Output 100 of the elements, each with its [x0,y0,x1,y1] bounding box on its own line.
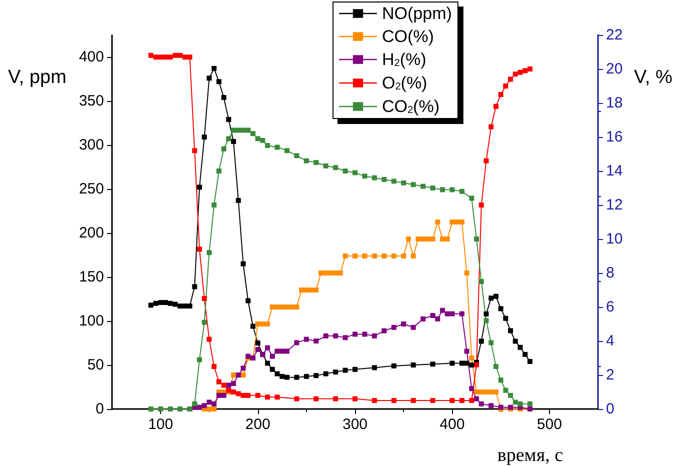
point [493,390,498,394]
y-tick-label: 200 [78,224,104,242]
point [202,403,207,408]
y-tick-label: 350 [78,92,104,110]
point [314,373,319,378]
point [202,320,207,325]
point [469,386,474,392]
point [221,392,226,398]
point [469,362,474,368]
point [246,298,251,304]
point [518,401,523,406]
point [522,68,528,74]
point [484,390,489,394]
y2-tick-label: 8 [606,264,614,282]
point [478,338,484,344]
point [172,302,178,307]
point [265,345,270,350]
point [440,187,445,192]
point [391,363,396,368]
point [202,296,207,301]
point [221,382,226,388]
point [153,54,158,60]
point [187,54,192,60]
point [314,396,319,402]
point [372,175,377,180]
point [187,304,192,309]
point [221,94,226,100]
point [231,138,236,144]
y2-tick-label: 16 [606,128,623,146]
point [410,324,416,330]
y2-axis-title: V, % [634,67,672,88]
point [168,54,173,60]
point [352,170,358,176]
point [450,311,455,316]
y2-tick-label: 20 [606,60,623,78]
y-tick-label: 0 [96,400,104,418]
point [372,365,377,370]
point [304,374,309,379]
y2-tick-label: 14 [606,162,623,180]
point [488,296,494,301]
point [493,104,498,109]
y2-tick-label: 4 [606,332,614,350]
point [314,338,319,344]
point [333,333,338,338]
point [314,288,319,292]
point [488,403,494,408]
point [478,401,484,406]
point [308,288,314,292]
point [372,254,377,258]
point [430,398,436,403]
x-tick-label: 400 [440,416,465,433]
point [212,202,217,208]
point [527,401,532,406]
point [425,236,430,242]
point [416,236,421,242]
point [333,165,338,170]
point [158,54,164,60]
x-tick-label: 100 [148,416,174,433]
point [182,54,188,60]
point [196,357,202,362]
point [459,220,464,224]
point [464,270,470,276]
point [274,394,280,400]
point [246,392,251,398]
point [464,348,470,354]
point [323,333,328,338]
point [182,304,188,309]
point [450,360,455,366]
point [488,124,494,130]
point [255,136,260,142]
point [274,144,280,150]
point [420,316,426,322]
point [289,304,294,310]
point [430,362,436,367]
point [212,66,217,71]
point [299,288,304,292]
point [304,158,309,164]
point [240,366,246,371]
point [508,392,514,398]
point [372,333,377,338]
point [265,322,270,326]
point [333,270,338,276]
point [280,304,285,310]
point [260,322,266,326]
point [240,261,246,266]
point [527,358,532,364]
point [168,406,173,412]
point [488,390,494,394]
point [294,374,300,380]
point [196,246,202,252]
point [206,336,212,342]
point [206,250,212,256]
point [226,136,232,142]
y-axis-title: V, ppm [8,67,66,88]
point [265,143,270,148]
point [498,306,504,312]
point [474,362,479,368]
point [294,396,300,402]
point [484,318,489,324]
point [478,279,484,284]
